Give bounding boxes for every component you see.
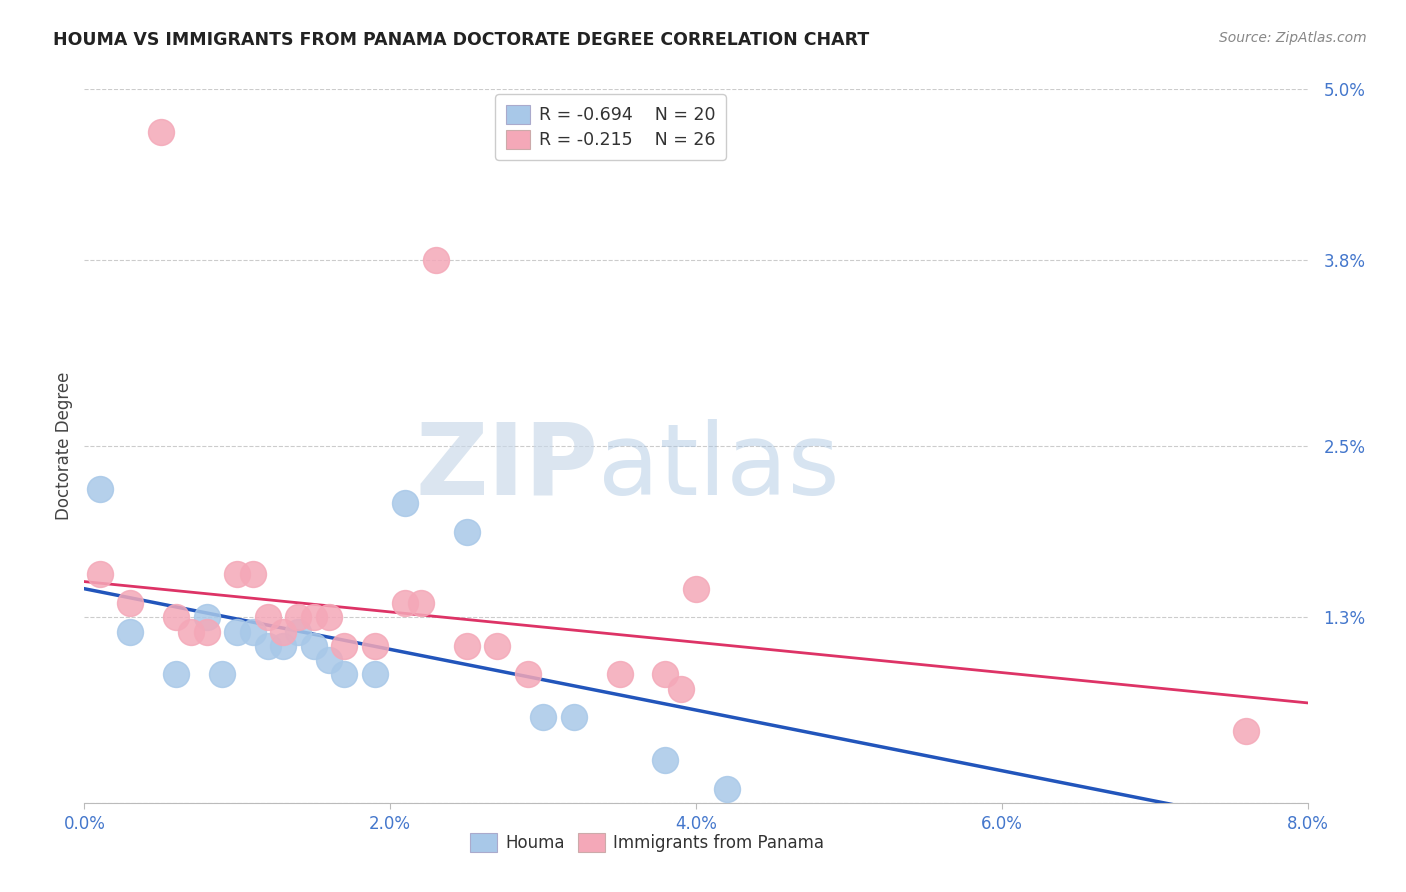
Point (89, 482, 111, 496)
Point (180, 624, 202, 639)
Point (516, 667, 538, 681)
Text: atlas: atlas (598, 419, 839, 516)
Y-axis label: Doctorate Degree: Doctorate Degree (55, 372, 73, 520)
Point (302, 639, 325, 653)
Point (287, 610, 309, 624)
Point (211, 667, 233, 681)
Point (271, 624, 294, 639)
Legend: Houma, Immigrants from Panama: Houma, Immigrants from Panama (464, 827, 831, 859)
Point (149, 125, 172, 139)
Point (165, 667, 187, 681)
Point (120, 596, 142, 610)
Point (364, 667, 387, 681)
Point (195, 624, 218, 639)
Point (318, 610, 340, 624)
Point (333, 667, 356, 681)
Point (486, 639, 509, 653)
Point (394, 596, 416, 610)
Point (654, 753, 676, 767)
Point (562, 710, 585, 724)
Text: Source: ZipAtlas.com: Source: ZipAtlas.com (1219, 31, 1367, 45)
Point (226, 567, 249, 582)
Point (456, 524, 478, 539)
Point (609, 667, 631, 681)
Point (226, 624, 249, 639)
Text: HOUMA VS IMMIGRANTS FROM PANAMA DOCTORATE DEGREE CORRELATION CHART: HOUMA VS IMMIGRANTS FROM PANAMA DOCTORAT… (53, 31, 870, 49)
Point (257, 639, 280, 653)
Point (364, 639, 387, 653)
Point (1236, 724, 1258, 739)
Point (242, 567, 264, 582)
Point (425, 253, 447, 268)
Text: ZIP: ZIP (415, 419, 598, 516)
Point (257, 610, 280, 624)
Point (333, 639, 356, 653)
Point (409, 596, 432, 610)
Point (242, 624, 264, 639)
Point (456, 639, 478, 653)
Point (318, 653, 340, 667)
Point (120, 624, 142, 639)
Point (531, 710, 554, 724)
Point (716, 781, 738, 796)
Point (669, 681, 692, 696)
Point (287, 624, 309, 639)
Point (685, 582, 707, 596)
Point (165, 610, 187, 624)
Point (89, 567, 111, 582)
Point (302, 610, 325, 624)
Point (271, 639, 294, 653)
Point (394, 496, 416, 510)
Point (654, 667, 676, 681)
Point (195, 610, 218, 624)
